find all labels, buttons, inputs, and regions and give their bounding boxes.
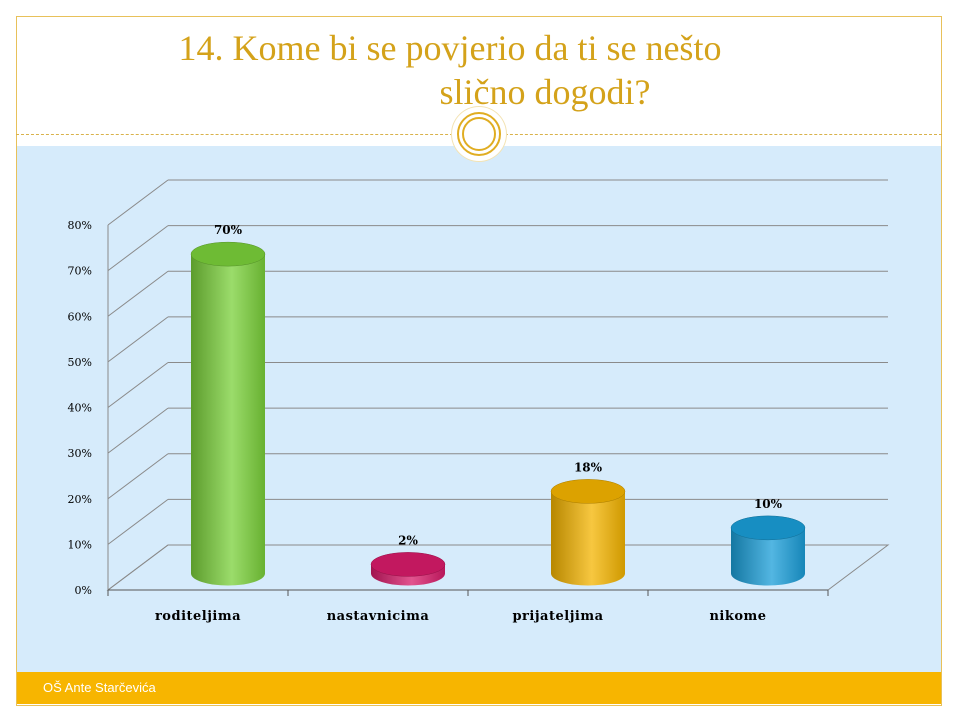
y-tick-label: 20% [68,493,92,506]
bar [191,254,265,586]
y-tick-label: 70% [68,265,92,278]
bar-top [370,552,446,577]
y-tick-label: 80% [68,219,92,232]
gridline-side [107,316,169,363]
y-tick-label: 30% [68,447,92,460]
category-label: roditeljima [155,609,241,624]
y-tick-label: 10% [68,538,92,551]
footer-bar: OŠ Ante Starčevića [17,672,941,704]
y-tick-label: 0% [75,584,92,597]
data-label: 2% [398,533,418,547]
category-label: nikome [709,609,766,624]
footer-text: OŠ Ante Starčevića [43,680,156,695]
data-label: 70% [214,223,243,237]
bar-top [190,241,266,267]
data-label: 10% [754,497,783,511]
bar-top [730,515,806,541]
category-label: nastavnicima [327,609,430,624]
circle-ornament-icon [452,107,506,161]
category-label: prijateljima [512,609,603,624]
chart-panel [17,146,941,672]
gridline-side [107,498,169,545]
bar-top [550,479,626,504]
y-tick-label: 50% [68,356,92,369]
slide-frame [16,16,942,706]
y-tick-label: 60% [68,310,92,323]
y-tick-label: 40% [68,402,92,415]
gridline-side [107,362,169,408]
bar [731,527,805,586]
gridline-side [107,270,169,317]
gridline-side [107,407,169,454]
slide-title: 14. Kome bi se povjerio da ti se nešto s… [120,26,840,114]
slide-title-line2: slično dogodi? [439,72,651,112]
slide-title-line1: 14. Kome bi se povjerio da ti se nešto [178,28,722,68]
gridline-side [107,453,169,500]
bar [551,491,625,586]
gridline-side [107,179,169,226]
gridline-side [107,225,169,272]
data-label: 18% [574,460,603,474]
